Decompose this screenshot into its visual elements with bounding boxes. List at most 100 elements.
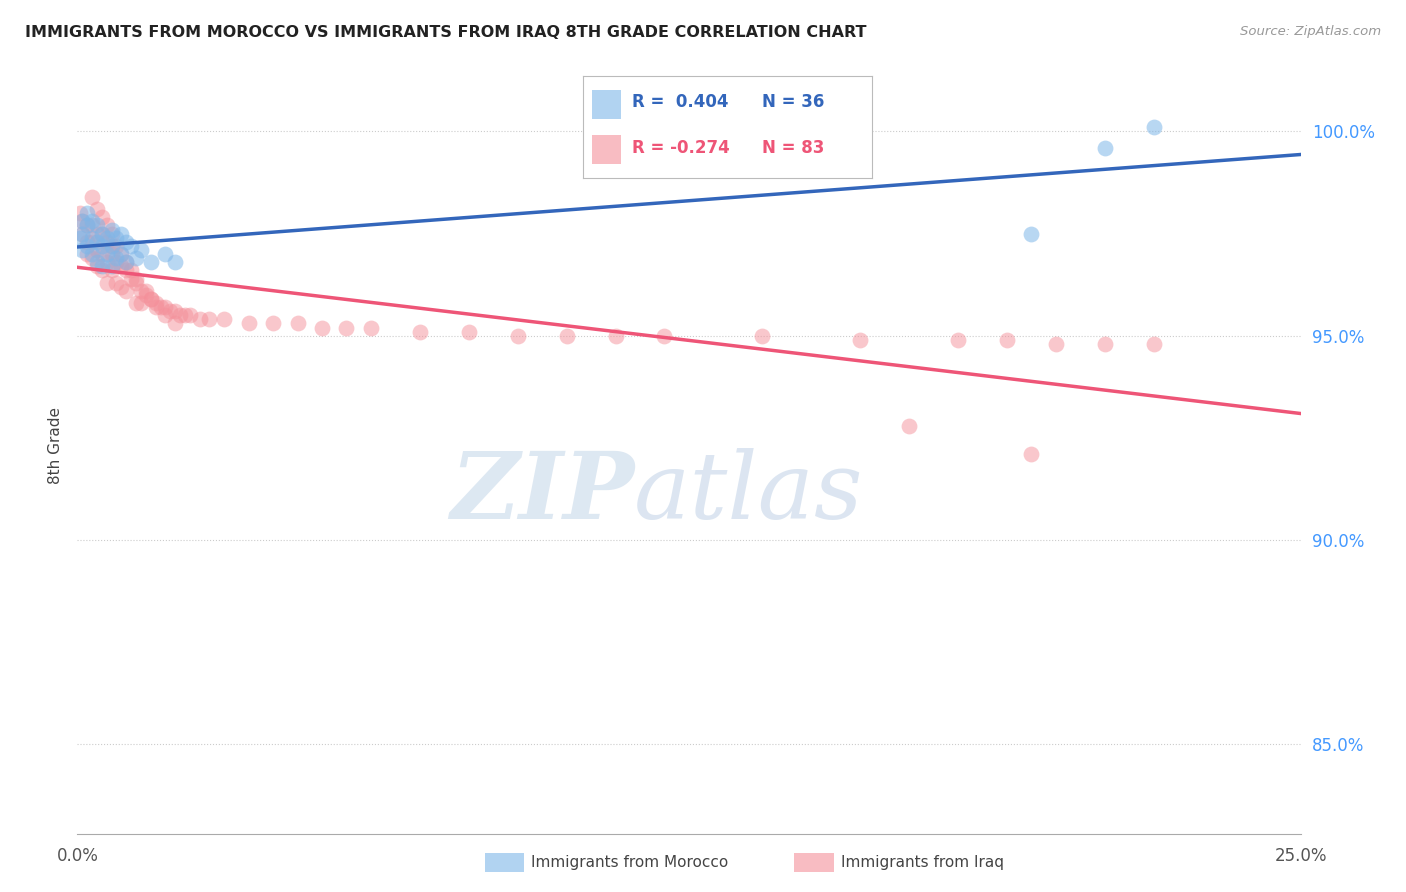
Point	[115, 263, 138, 277]
Point	[110, 247, 132, 261]
Point	[125, 296, 148, 310]
Point	[1094, 337, 1116, 351]
Point	[262, 317, 284, 331]
Point	[165, 255, 187, 269]
Bar	[592, 136, 621, 164]
Y-axis label: 8th Grade: 8th Grade	[48, 408, 63, 484]
Point	[1045, 337, 1067, 351]
Point	[105, 239, 128, 253]
Point	[145, 300, 167, 314]
Point	[155, 300, 177, 314]
Point	[360, 320, 382, 334]
Point	[105, 255, 128, 269]
Point	[86, 219, 108, 233]
Point	[287, 317, 309, 331]
Text: IMMIGRANTS FROM MOROCCO VS IMMIGRANTS FROM IRAQ 8TH GRADE CORRELATION CHART: IMMIGRANTS FROM MOROCCO VS IMMIGRANTS FR…	[25, 25, 868, 40]
Point	[139, 255, 162, 269]
Text: N = 36: N = 36	[762, 94, 824, 112]
Point	[120, 239, 142, 253]
Point	[80, 214, 103, 228]
Bar	[592, 90, 621, 119]
Text: atlas: atlas	[634, 448, 863, 538]
Point	[100, 247, 122, 261]
Point	[100, 263, 122, 277]
Point	[100, 260, 122, 274]
Point	[135, 288, 157, 302]
Point	[995, 333, 1018, 347]
Point	[105, 251, 128, 265]
Point	[311, 320, 333, 334]
Point	[90, 239, 112, 253]
Point	[100, 239, 122, 253]
Point	[96, 255, 118, 269]
Point	[409, 325, 432, 339]
Point	[86, 202, 108, 216]
Point	[129, 284, 152, 298]
Point	[188, 312, 211, 326]
Point	[115, 284, 138, 298]
Point	[149, 300, 172, 314]
Point	[90, 227, 112, 241]
Point	[110, 260, 132, 274]
Point	[90, 260, 112, 274]
Point	[80, 251, 103, 265]
Point	[555, 328, 578, 343]
Point	[125, 276, 148, 290]
Point	[849, 333, 872, 347]
Point	[898, 418, 921, 433]
Point	[135, 284, 157, 298]
Text: R = -0.274: R = -0.274	[633, 138, 730, 157]
Point	[90, 263, 112, 277]
Point	[86, 235, 108, 249]
Point	[1021, 227, 1043, 241]
Text: R =  0.404: R = 0.404	[633, 94, 728, 112]
Point	[96, 247, 118, 261]
Point	[120, 271, 142, 285]
Point	[125, 251, 148, 265]
Point	[80, 219, 103, 233]
Point	[96, 219, 118, 233]
Point	[751, 328, 773, 343]
Point	[174, 308, 197, 322]
Point	[96, 276, 118, 290]
Point	[100, 222, 122, 236]
Point	[110, 247, 132, 261]
Point	[110, 227, 132, 241]
Point	[76, 219, 98, 233]
Point	[100, 227, 122, 241]
Point	[80, 230, 103, 244]
Point	[80, 235, 103, 249]
Point	[1143, 120, 1166, 135]
Point	[76, 247, 98, 261]
Point	[506, 328, 529, 343]
Point	[76, 206, 98, 220]
Point	[86, 255, 108, 269]
Point	[155, 247, 177, 261]
Point	[139, 292, 162, 306]
Text: Immigrants from Morocco: Immigrants from Morocco	[531, 855, 728, 870]
Point	[159, 304, 181, 318]
Point	[212, 312, 235, 326]
Point	[100, 239, 122, 253]
Point	[198, 312, 221, 326]
Point	[654, 328, 676, 343]
Point	[69, 206, 91, 220]
Point	[70, 214, 93, 228]
Point	[76, 239, 98, 253]
Point	[70, 227, 93, 241]
Point	[179, 308, 201, 322]
Point	[125, 271, 148, 285]
Point	[335, 320, 357, 334]
Point	[169, 308, 191, 322]
Text: N = 83: N = 83	[762, 138, 824, 157]
Point	[96, 230, 118, 244]
Point	[165, 317, 187, 331]
Point	[90, 247, 112, 261]
Point	[165, 304, 187, 318]
Point	[129, 243, 152, 257]
Point	[86, 227, 108, 241]
Point	[115, 235, 138, 249]
Point	[605, 328, 627, 343]
Point	[1021, 447, 1043, 461]
Point	[129, 296, 152, 310]
